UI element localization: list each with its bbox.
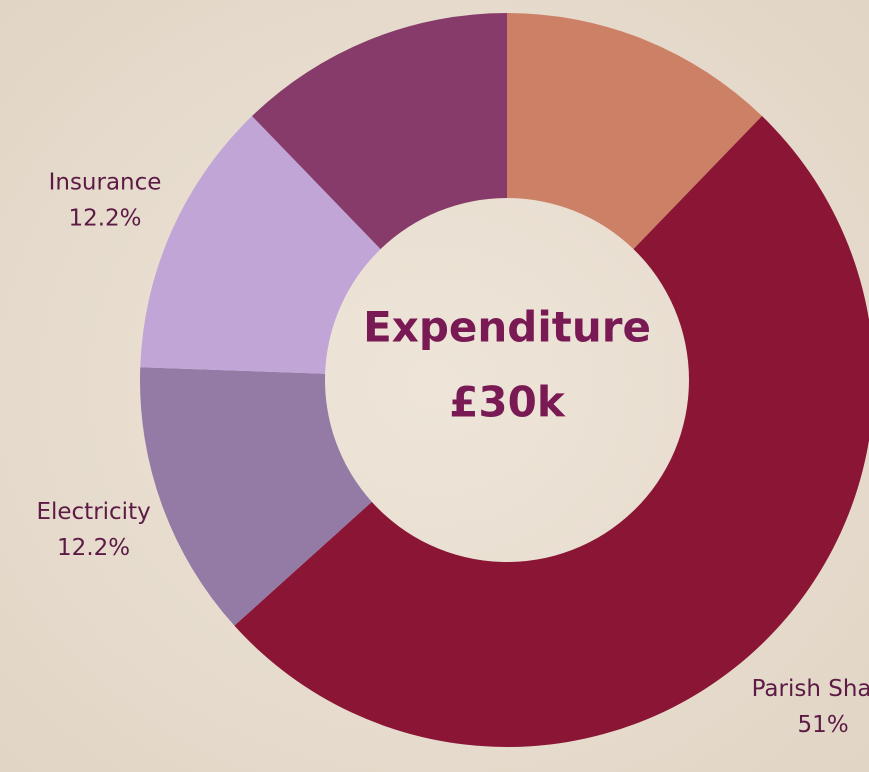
donut-wedge xyxy=(234,116,869,747)
center-total: £30k xyxy=(449,378,566,427)
donut-wedge xyxy=(140,367,372,626)
slice-value-label: 12.2% xyxy=(306,0,379,3)
slice-value-label: 12.2% xyxy=(68,206,141,232)
donut-wedge xyxy=(507,13,762,250)
donut-wedge xyxy=(252,13,507,250)
slice-label: Insurance xyxy=(49,170,162,196)
donut-wedge xyxy=(140,116,381,374)
slice-value-label: 51% xyxy=(798,712,849,738)
slice-label: Parish Share xyxy=(752,676,869,702)
slice-value-label: 12.2% xyxy=(57,535,130,561)
wedges xyxy=(140,13,869,747)
slice-label: Electricity xyxy=(36,499,150,525)
center-title: Expenditure xyxy=(363,303,651,352)
